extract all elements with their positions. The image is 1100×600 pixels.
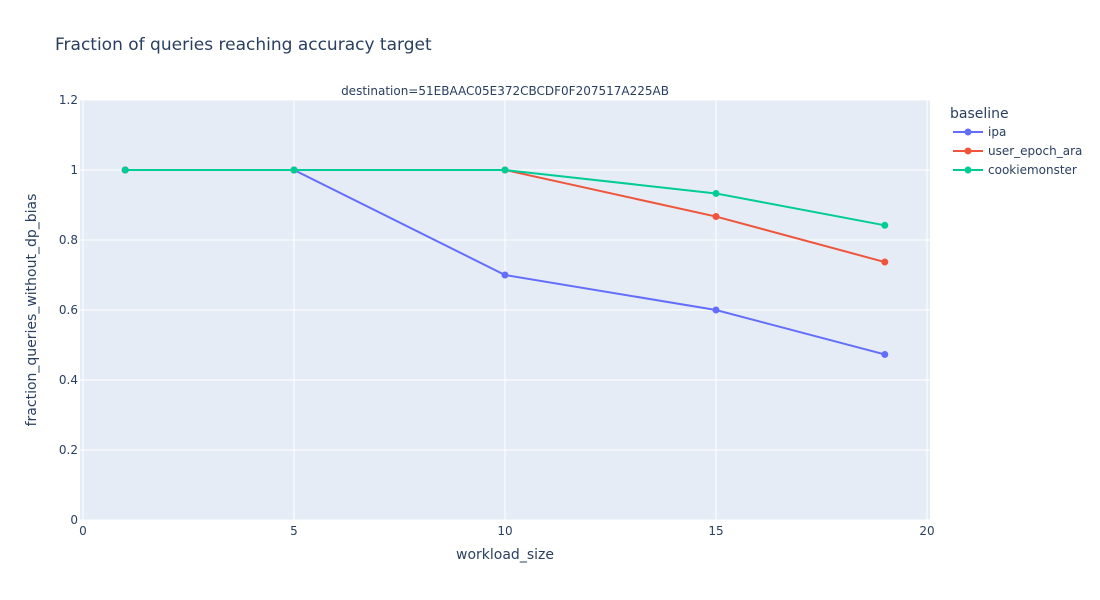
legend-swatch-marker bbox=[964, 128, 972, 136]
series-cookiemonster bbox=[121, 166, 889, 229]
x-tick-label: 15 bbox=[708, 524, 723, 538]
legend-label: cookiemonster bbox=[988, 163, 1077, 177]
x-tick-label: 10 bbox=[497, 524, 512, 538]
y-tick-label: 0.4 bbox=[59, 373, 78, 387]
data-point[interactable] bbox=[881, 350, 889, 358]
x-tick-label: 20 bbox=[919, 524, 934, 538]
data-point[interactable] bbox=[501, 166, 509, 174]
data-point[interactable] bbox=[121, 166, 129, 174]
y-tick-label: 0 bbox=[70, 513, 78, 527]
y-tick-label: 0.2 bbox=[59, 443, 78, 457]
x-tick-label: 0 bbox=[79, 524, 87, 538]
y-tick-label: 0.8 bbox=[59, 233, 78, 247]
data-point[interactable] bbox=[712, 189, 720, 197]
data-point[interactable] bbox=[501, 271, 509, 279]
x-tick-label: 5 bbox=[290, 524, 298, 538]
y-tick-label: 0.6 bbox=[59, 303, 78, 317]
legend-items: ipa user_epoch_ara cookiemonster bbox=[953, 125, 1082, 177]
legend: baseline ipa user_epoch_ara cookiemonster bbox=[950, 106, 1082, 177]
y-tick-label: 1 bbox=[70, 163, 78, 177]
series-layer bbox=[121, 166, 889, 358]
legend-title: baseline bbox=[950, 106, 1009, 122]
legend-swatch-marker bbox=[964, 166, 972, 174]
chart-title: Fraction of queries reaching accuracy ta… bbox=[55, 35, 432, 55]
legend-label: user_epoch_ara bbox=[988, 144, 1082, 158]
chart-subtitle: destination=51EBAAC05E372CBCDF0F207517A2… bbox=[341, 84, 669, 98]
x-axis-label: workload_size bbox=[456, 547, 554, 563]
data-point[interactable] bbox=[881, 258, 889, 266]
y-tick-label: 1.2 bbox=[59, 93, 78, 107]
data-point[interactable] bbox=[712, 306, 720, 314]
data-point[interactable] bbox=[881, 221, 889, 229]
data-point[interactable] bbox=[290, 166, 298, 174]
legend-item-user_epoch_ara[interactable]: user_epoch_ara bbox=[953, 144, 1082, 158]
data-point[interactable] bbox=[712, 213, 720, 221]
legend-label: ipa bbox=[988, 125, 1006, 139]
ticks: 0 5 10 15 20 0 0.2 0.4 0.6 0.8 1 1.2 bbox=[59, 93, 935, 538]
legend-swatch-marker bbox=[964, 147, 972, 155]
legend-item-cookiemonster[interactable]: cookiemonster bbox=[953, 163, 1077, 177]
y-axis-label: fraction_queries_without_dp_bias bbox=[24, 194, 40, 427]
legend-item-ipa[interactable]: ipa bbox=[953, 125, 1006, 139]
